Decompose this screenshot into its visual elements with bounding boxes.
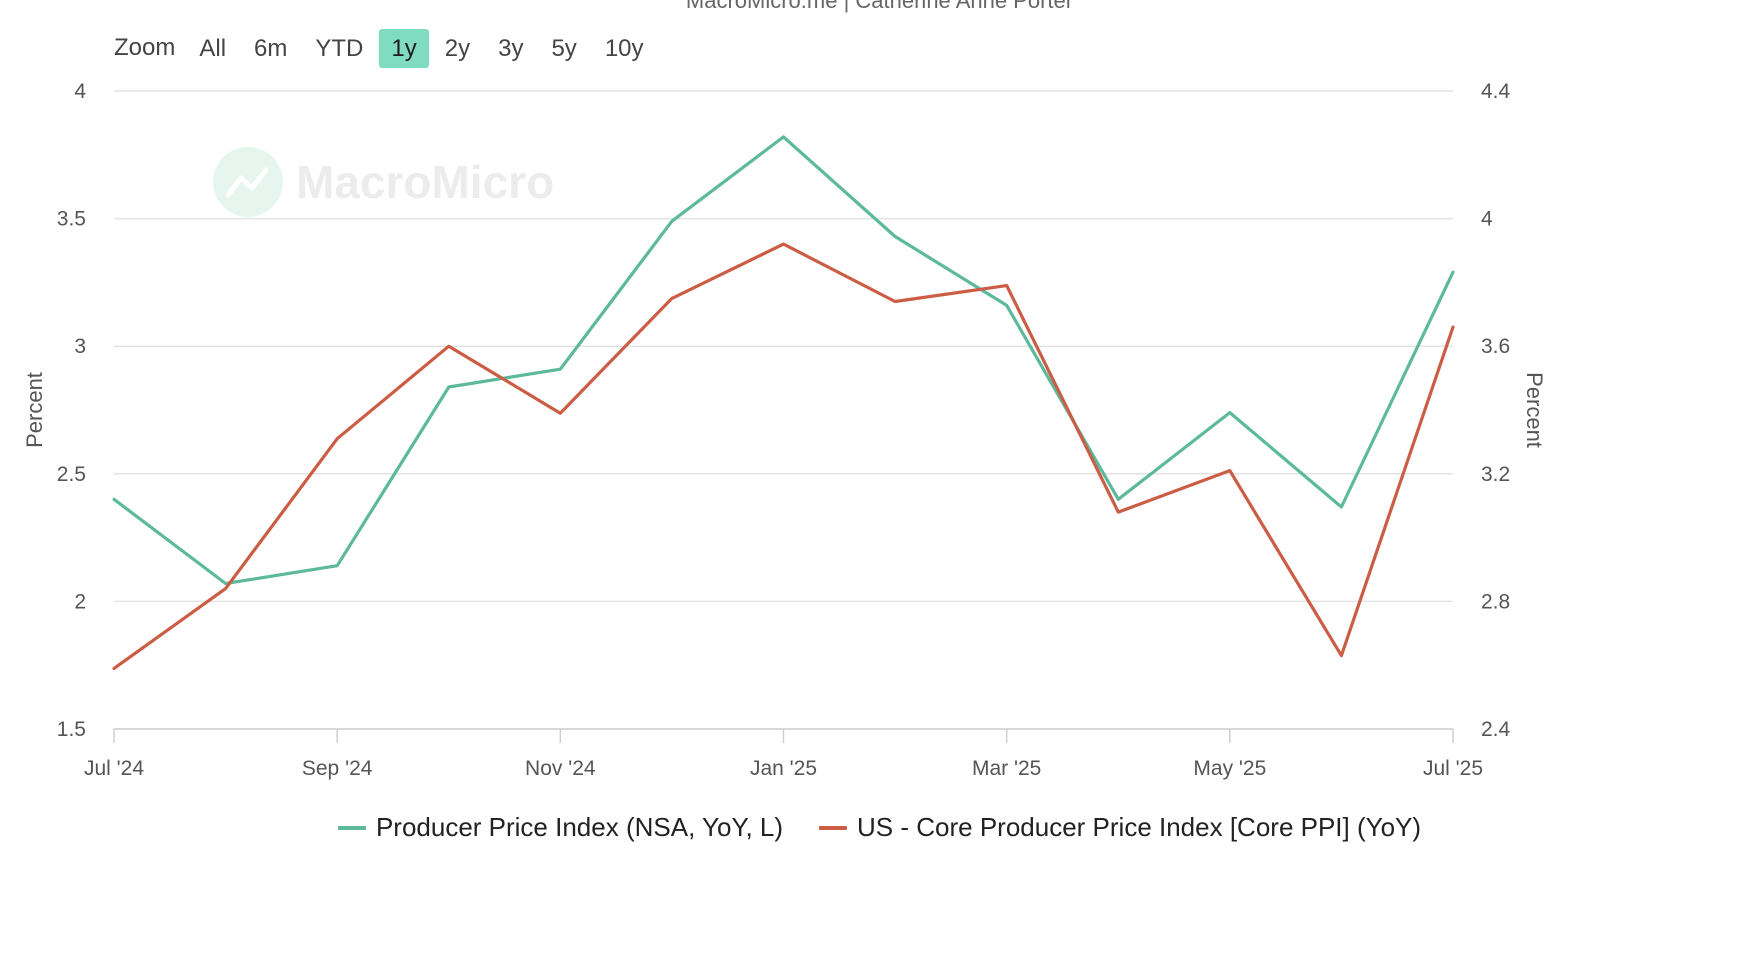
- range-button-6m[interactable]: 6m: [254, 34, 288, 62]
- range-button-ytd[interactable]: YTD: [315, 34, 364, 62]
- watermark-logo-chart-icon: [225, 167, 269, 198]
- range-button-1y[interactable]: 1y: [379, 28, 429, 68]
- left-y-tick-label: 3.5: [57, 208, 86, 231]
- left-y-tick-label: 3: [74, 335, 86, 358]
- right-y-tick-label: 2.8: [1481, 590, 1510, 613]
- right-axis-title: Percent: [1522, 372, 1547, 448]
- range-button-2y[interactable]: 2y: [444, 34, 471, 62]
- x-tick-label: Jul '25: [1423, 757, 1483, 780]
- legend-label-core-ppi: US - Core Producer Price Index [Core PPI…: [857, 812, 1422, 842]
- series-layer: [112, 135, 1455, 671]
- right-y-tick-label: 2.4: [1481, 718, 1511, 741]
- left-y-tick-label: 2.5: [57, 463, 86, 486]
- x-tick-label: Jul '24: [84, 757, 144, 780]
- right-y-tick-label: 3.6: [1481, 335, 1510, 358]
- legend-swatch-ppi: [337, 825, 366, 830]
- range-selector: Zoom All 6m YTD 1y 2y 3y 5y 10y: [114, 28, 660, 68]
- x-tick-label: Nov '24: [525, 757, 596, 780]
- right-y-tick-label: 4.4: [1481, 80, 1511, 103]
- legend: Producer Price Index (NSA, YoY, L) US - …: [0, 812, 1759, 843]
- series-line-core-ppi[interactable]: [112, 242, 1455, 671]
- legend-item-core-ppi[interactable]: US - Core Producer Price Index [Core PPI…: [819, 812, 1421, 843]
- watermark-text: MacroMicro: [296, 156, 554, 208]
- range-button-all[interactable]: All: [199, 34, 227, 62]
- axes-layer: 1.5 2 2.5 3 3.5 4 2.4 2.8 3.2 3.6 4 4.4 Jul '24 Sep '…: [22, 80, 1547, 780]
- left-y-tick-label: 2: [74, 590, 86, 613]
- x-tick-label: Sep '24: [302, 757, 373, 780]
- range-button-3y[interactable]: 3y: [498, 34, 524, 62]
- x-tick-label: Mar '25: [972, 757, 1041, 780]
- series-line-ppi[interactable]: [112, 135, 1455, 586]
- watermark: MacroMicro: [213, 147, 554, 217]
- right-y-tick-label: 3.2: [1481, 463, 1510, 486]
- zoom-label: Zoom: [114, 34, 176, 61]
- legend-label-ppi: Producer Price Index (NSA, YoY, L): [375, 812, 784, 842]
- left-axis-title: Percent: [22, 372, 47, 448]
- x-tick-label: May '25: [1193, 757, 1266, 780]
- right-y-tick-label: 4: [1481, 208, 1493, 231]
- range-button-5y[interactable]: 5y: [551, 34, 577, 62]
- range-button-10y[interactable]: 10y: [604, 34, 644, 62]
- left-y-tick-label: 4: [74, 80, 86, 103]
- chart-subtitle: MacroMicro.me | Catherine Anne Porter: [685, 0, 1074, 13]
- x-tick-label: Jan '25: [750, 757, 817, 780]
- left-y-tick-label: 1.5: [57, 718, 86, 741]
- legend-swatch-core-ppi: [819, 825, 848, 830]
- legend-item-ppi[interactable]: Producer Price Index (NSA, YoY, L): [337, 812, 784, 843]
